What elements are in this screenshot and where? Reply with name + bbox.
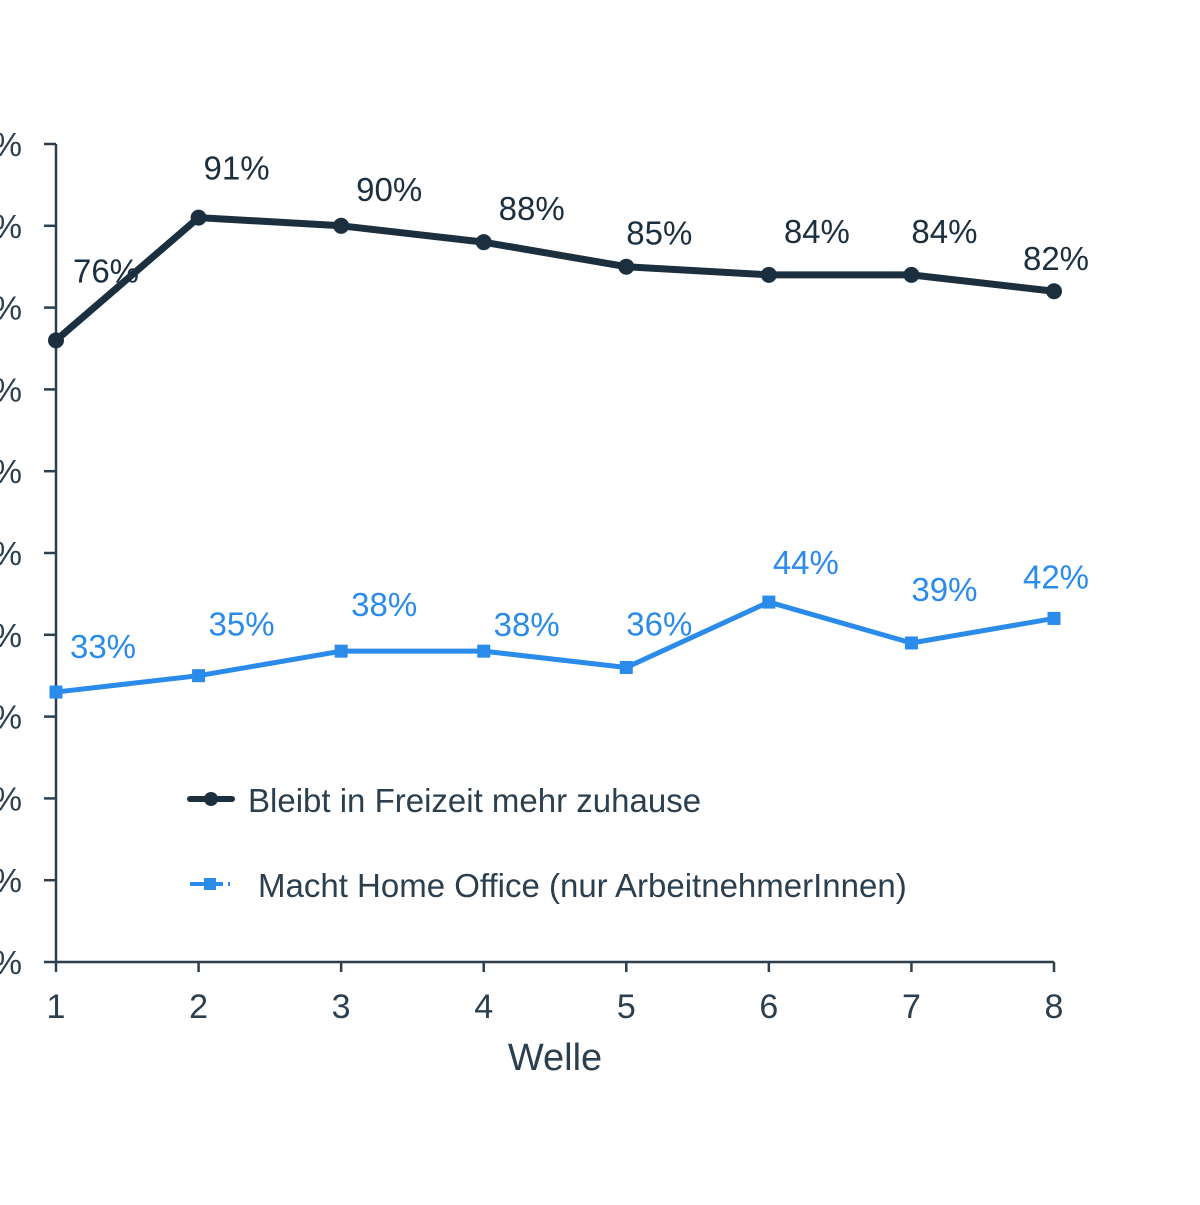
x-tick-label-6: 6 [759, 988, 778, 1026]
point-bleibt-3 [333, 217, 350, 234]
data-labels: 76% 91% 90% 88% 85% 84% 84% 82% 33% 35% 38% 38% 36% 4… [70, 150, 1089, 665]
data-label-bleibt-7: 84% [911, 213, 977, 250]
data-label-home-office-1: 33% [70, 628, 136, 665]
point-bleibt-5 [618, 258, 635, 275]
legend-marker-home-office [204, 878, 216, 890]
x-tick-label-4: 4 [474, 988, 493, 1026]
data-label-bleibt-1: 76% [73, 252, 139, 289]
x-tick-label-5: 5 [617, 988, 636, 1026]
data-label-home-office-7: 39% [911, 571, 977, 608]
x-tick-label-8: 8 [1045, 988, 1064, 1026]
point-bleibt-6 [760, 266, 777, 283]
y-tick-label-40: 40% [0, 617, 22, 654]
point-home-office-3 [334, 644, 348, 658]
y-tick-label-10: 10% [0, 862, 22, 899]
legend-label-bleibt: Bleibt in Freizeit mehr zuhause [248, 782, 701, 819]
y-tick-label-70: 70% [0, 371, 22, 408]
point-bleibt-8 [1046, 283, 1062, 300]
point-bleibt-1 [48, 332, 64, 349]
point-home-office-4 [477, 644, 491, 658]
data-label-bleibt-8: 82% [1023, 240, 1089, 277]
data-label-home-office-6: 44% [773, 544, 839, 581]
data-label-bleibt-6: 84% [784, 213, 850, 250]
y-tick-label-100: 100% [0, 126, 22, 163]
data-label-home-office-3: 38% [351, 586, 417, 623]
legend: Bleibt in Freizeit mehr zuhause Macht Ho… [187, 782, 907, 904]
x-tick-label-3: 3 [332, 988, 351, 1026]
point-home-office-7 [904, 636, 918, 650]
point-bleibt-2 [190, 209, 207, 226]
axes: 0% 10% 20% 30% 40% 50% 60% 70% 80% 90% 100% 1 2 3 4 5 6 7… [0, 126, 1063, 1026]
data-label-bleibt-2: 91% [204, 150, 270, 187]
y-tick-label-50: 50% [0, 535, 22, 572]
series-line-bleibt [52, 214, 1058, 344]
point-bleibt-4 [475, 234, 492, 251]
point-home-office-8 [1047, 611, 1061, 625]
x-tick-label-1: 1 [47, 988, 66, 1026]
y-tick-label-30: 30% [0, 699, 22, 736]
y-tick-label-20: 20% [0, 780, 22, 817]
series-layer [48, 209, 1062, 699]
y-tick-label-0: 0% [0, 944, 22, 981]
point-home-office-1 [49, 685, 63, 699]
point-home-office-6 [762, 595, 776, 609]
data-label-bleibt-5: 85% [626, 215, 692, 252]
x-tick-label-7: 7 [902, 988, 921, 1026]
data-label-bleibt-4: 88% [499, 190, 565, 227]
legend-marker-bleibt [204, 792, 218, 806]
y-tick-label-60: 60% [0, 453, 22, 490]
y-tick-label-80: 80% [0, 290, 22, 327]
point-home-office-2 [192, 669, 206, 683]
y-tick-label-90: 90% [0, 208, 22, 245]
legend-label-home-office: Macht Home Office (nur ArbeitnehmerInnen… [258, 867, 907, 904]
data-label-home-office-4: 38% [494, 606, 560, 643]
point-bleibt-7 [903, 266, 920, 283]
x-tick-label-2: 2 [189, 988, 208, 1026]
series-line-home-office [53, 599, 1057, 695]
data-label-home-office-2: 35% [209, 606, 275, 643]
x-axis-title: Welle [508, 1037, 602, 1079]
data-label-bleibt-3: 90% [356, 171, 422, 208]
data-label-home-office-5: 36% [626, 606, 692, 643]
point-home-office-5 [619, 661, 633, 675]
data-label-home-office-8: 42% [1023, 558, 1089, 595]
